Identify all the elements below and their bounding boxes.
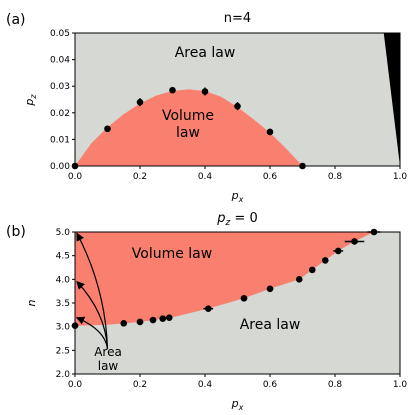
panel-b-y-tick-label: 3.0 (56, 323, 71, 333)
panel-b-x-tick-label: 0.2 (133, 380, 147, 390)
panel-a-x-tick-label: 0.0 (68, 172, 83, 182)
panel-a-x-axis-label-sub: x (238, 195, 244, 204)
panel-b-small-area-label-line1: Area (94, 345, 122, 359)
panel-b-data-point (240, 294, 248, 302)
panel-b-data-point (321, 257, 329, 264)
panel-b-title-sub: z (225, 218, 231, 228)
panel-a-x-tick-label: 0.4 (198, 172, 213, 182)
panel-b-x-tick-label: 0.4 (198, 380, 213, 390)
panel-a-y-axis-label-main: p (23, 99, 36, 107)
panel-a-volume-label-line1: Volume (162, 108, 214, 124)
panel-b-data-point (351, 238, 358, 245)
panel-b-data-point (204, 305, 212, 312)
panel-a-y-tick-label: 0.02 (50, 109, 70, 119)
panel-a-y-tick-label: 0.03 (50, 82, 70, 92)
panel-a-title: n=4 (224, 11, 251, 26)
panel-a-x-tick-label: 0.6 (263, 172, 278, 182)
panel-a-y-axis-label: pz (23, 94, 38, 107)
panel-a-x-tick-label: 1.0 (393, 172, 408, 182)
panel-b-y-tick-label: 3.5 (56, 299, 70, 309)
panel-b-data-point (159, 315, 167, 322)
panel-b-data-point (266, 285, 274, 293)
panel-a-x-tick-label: 0.8 (328, 172, 343, 182)
panel-b-volume-law-region (75, 232, 374, 326)
panel-b-title-main: p (216, 211, 225, 226)
panel-b-x-tick-label: 0.6 (263, 380, 278, 390)
panel-a-volume-law-region (75, 89, 303, 166)
panel-b-title-suffix: = 0 (230, 211, 257, 226)
panel-a-data-point (201, 88, 209, 95)
panel-b-y-tick-label: 5.0 (56, 228, 71, 238)
panel-a-y-tick-label: 0.00 (50, 162, 70, 172)
panel-b-y-ticks: 2.0 2.5 3.0 3.5 4.0 4.5 5.0 (56, 228, 75, 380)
panel-b-y-tick-label: 2.0 (56, 370, 71, 380)
panel-b-x-axis-label: px (231, 397, 244, 412)
panel-a-volume-label-line2: law (176, 125, 200, 141)
panel-b-volume-law-label: Volume law (132, 246, 212, 262)
panel-a-area-law-label: Area law (175, 45, 236, 61)
panel-b-arrow (76, 280, 109, 349)
panel-a-data-point (234, 102, 241, 110)
panel-a-y-tick-label: 0.04 (50, 56, 70, 66)
panel-b-y-tick-label: 4.0 (56, 275, 71, 285)
panel-b-arrow (76, 232, 109, 349)
panel-b-x-ticks: 0.0 0.2 0.4 0.6 0.8 1.0 (68, 374, 408, 390)
panel-a-y-tick-label: 0.01 (50, 135, 70, 145)
panel-b-data-point (308, 266, 316, 274)
panel-a-y-axis-label-sub: z (29, 94, 38, 100)
panel-b-arrow (75, 316, 109, 349)
panel-b-small-area-label-line2: law (98, 359, 119, 373)
panel-b-x-tick-label: 1.0 (393, 380, 408, 390)
panel-a-data-point (169, 86, 176, 94)
panel-b-x-tick-label: 0.8 (328, 380, 343, 390)
panel-a-y-ticks: 0.00 0.01 0.02 0.03 0.04 0.05 (50, 29, 75, 172)
panel-a: (a) n=4 Area law Volume law 0.0 0.2 0.4 0.6… (6, 11, 407, 204)
panel-b-label: (b) (6, 224, 26, 240)
panel-a-black-region (383, 33, 400, 166)
panel-b-title: pz = 0 (216, 211, 257, 228)
panel-b-data-point (165, 314, 173, 321)
panel-b-x-axis-label-main: p (231, 397, 239, 410)
panel-a-x-tick-label: 0.2 (133, 172, 147, 182)
panel-b-data-point (149, 316, 157, 324)
panel-b-arrows (75, 232, 109, 349)
panel-a-data-point (266, 128, 274, 136)
panel-a-x-axis-label-main: p (231, 189, 239, 202)
panel-b-data-point (334, 247, 342, 255)
panel-b-x-tick-label: 0.0 (68, 380, 83, 390)
panel-a-x-ticks: 0.0 0.2 0.4 0.6 0.8 1.0 (68, 166, 408, 182)
panel-b-y-axis-label: n (25, 299, 38, 306)
panel-b-x-axis-label-sub: x (238, 403, 244, 412)
panel-b-y-tick-label: 2.5 (56, 346, 70, 356)
panel-a-frame (74, 32, 401, 167)
panel-a-x-axis-label: px (231, 189, 244, 204)
panel-a-y-tick-label: 0.05 (50, 29, 70, 39)
panel-b-data-point (120, 320, 128, 327)
panel-b-y-tick-label: 4.5 (56, 252, 70, 262)
panel-b-data-point (136, 318, 144, 326)
panel-a-label: (a) (6, 12, 26, 28)
panel-b-area-law-label: Area law (240, 317, 301, 333)
panel-a-data-point (104, 125, 111, 133)
panel-a-data-points (71, 86, 306, 170)
panel-b-data-point (295, 276, 303, 283)
panel-a-data-point (136, 98, 144, 106)
panel-b: (b) pz = 0 Volume law Area law Area law … (6, 211, 407, 412)
